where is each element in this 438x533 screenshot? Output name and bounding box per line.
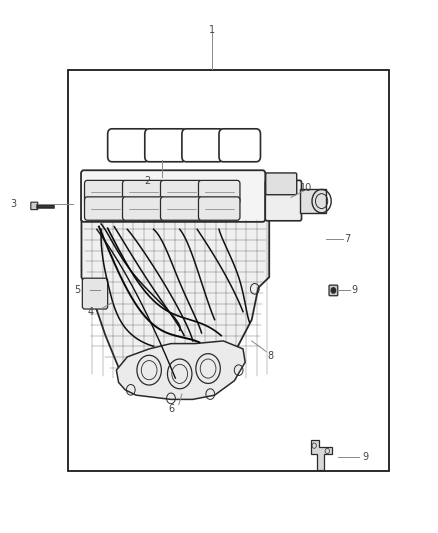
Polygon shape (81, 219, 269, 395)
FancyBboxPatch shape (31, 202, 38, 209)
Text: 2: 2 (144, 176, 150, 187)
FancyBboxPatch shape (266, 173, 297, 195)
FancyBboxPatch shape (160, 197, 202, 220)
Circle shape (331, 288, 336, 293)
Polygon shape (117, 341, 245, 399)
Text: 1: 1 (209, 25, 215, 35)
FancyBboxPatch shape (81, 170, 265, 222)
Text: 5: 5 (74, 286, 80, 295)
FancyBboxPatch shape (123, 180, 164, 204)
FancyBboxPatch shape (265, 180, 301, 221)
Text: 4: 4 (87, 306, 93, 317)
Text: 3: 3 (11, 199, 17, 209)
FancyBboxPatch shape (82, 278, 108, 309)
FancyBboxPatch shape (219, 129, 261, 162)
FancyBboxPatch shape (85, 197, 126, 220)
Text: 7: 7 (344, 234, 350, 244)
FancyBboxPatch shape (85, 180, 126, 204)
FancyBboxPatch shape (123, 197, 164, 220)
Text: 6: 6 (168, 404, 174, 414)
Bar (110, 142, 258, 149)
FancyBboxPatch shape (198, 180, 240, 204)
FancyBboxPatch shape (108, 129, 149, 162)
FancyBboxPatch shape (145, 129, 186, 162)
FancyBboxPatch shape (160, 180, 202, 204)
Text: 10: 10 (300, 183, 312, 193)
Text: 9: 9 (351, 286, 357, 295)
Bar (300, 189, 326, 213)
Text: 9: 9 (362, 452, 368, 462)
FancyBboxPatch shape (329, 285, 338, 296)
Polygon shape (311, 440, 332, 470)
FancyBboxPatch shape (182, 129, 223, 162)
Bar (68, 70, 389, 471)
FancyBboxPatch shape (198, 197, 240, 220)
Text: 8: 8 (267, 351, 273, 361)
